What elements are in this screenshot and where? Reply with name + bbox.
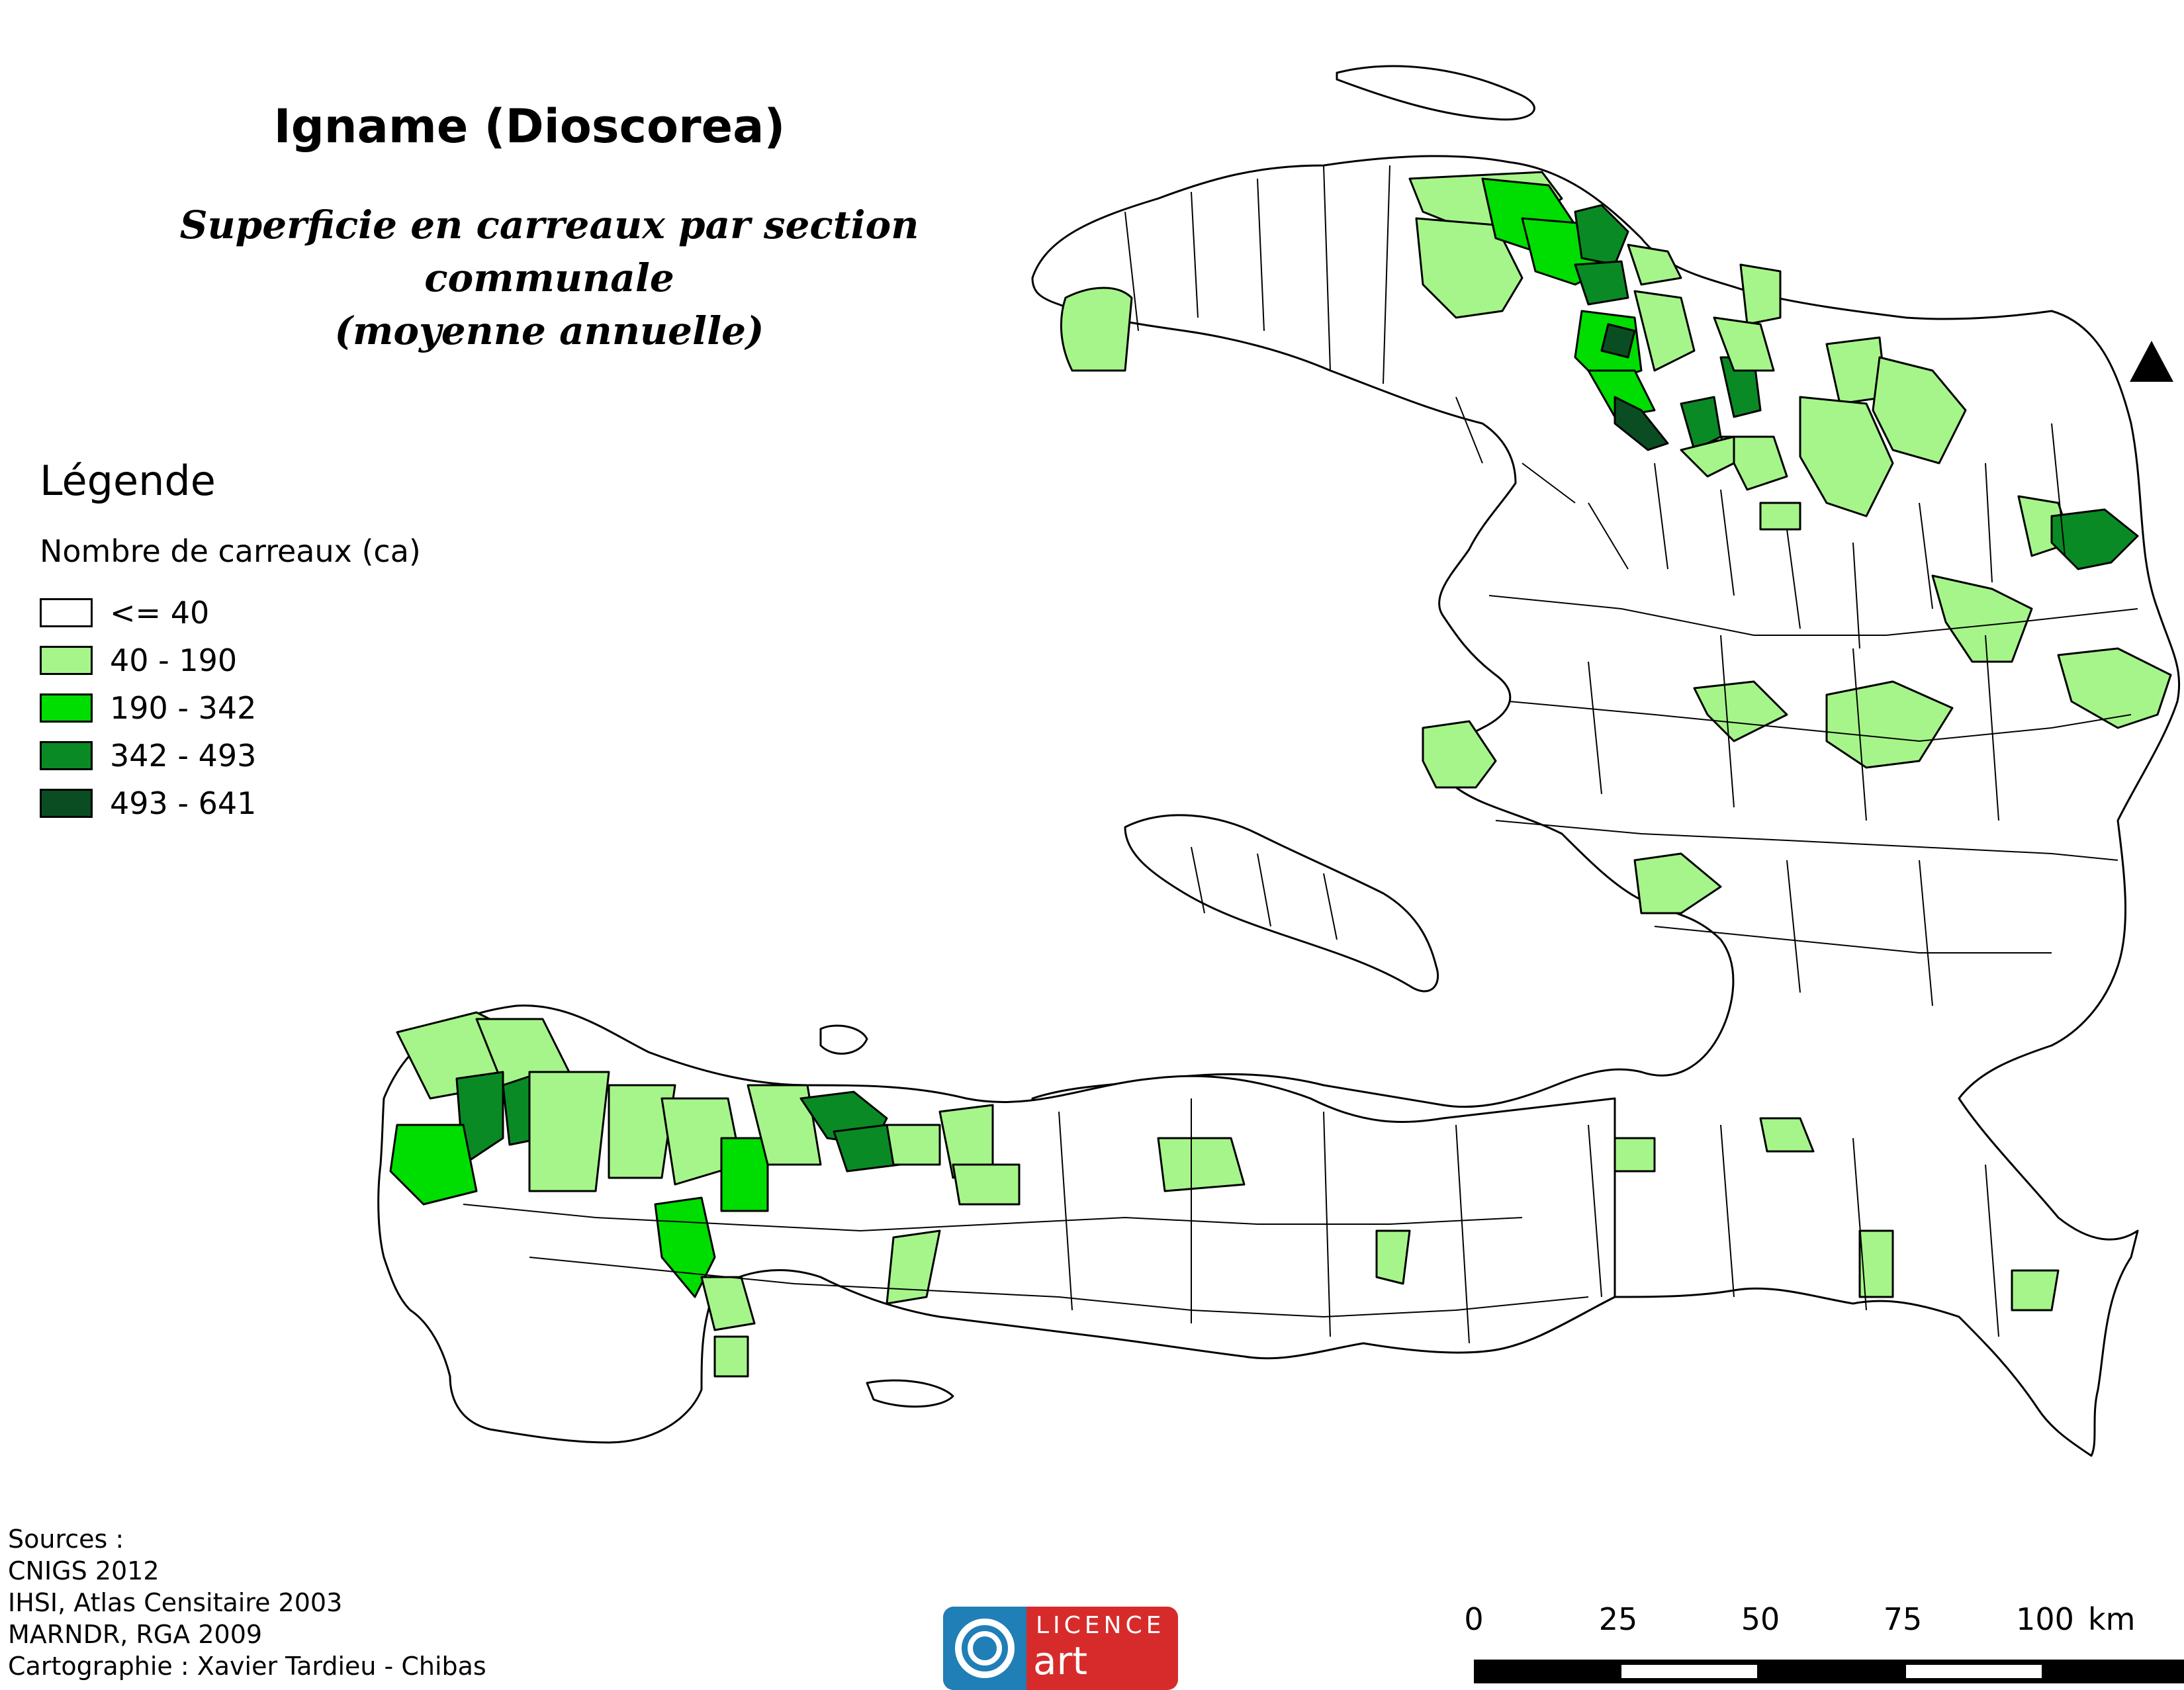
scale-segment: [1621, 1665, 1757, 1678]
legend-label: 190 - 342: [110, 690, 257, 726]
section-region: [2050, 508, 2139, 570]
section-region: [1587, 369, 1656, 418]
section-region: [1931, 574, 2033, 663]
sources-line: IHSI, Atlas Censitaire 2003: [8, 1588, 343, 1617]
section-region: [720, 1137, 769, 1212]
section-region: [886, 1229, 941, 1305]
section-region: [1633, 852, 1722, 914]
legend-label: <= 40: [110, 595, 210, 631]
legend-item: 190 - 342: [40, 684, 256, 732]
legend-label: 493 - 641: [110, 785, 257, 821]
scale-tick: 75: [1883, 1601, 1923, 1637]
legend-swatch: [40, 693, 93, 723]
licence-label: LICENCE: [1036, 1612, 1165, 1639]
licence-ring-icon: [943, 1607, 1026, 1690]
section-region: [1633, 290, 1696, 372]
legend-swatch: [40, 741, 93, 770]
scale-unit: km: [2088, 1601, 2136, 1637]
scale-tick: 50: [1741, 1601, 1780, 1637]
section-region: [952, 1163, 1021, 1206]
section-region: [1060, 287, 1133, 372]
section-region: [1799, 396, 1894, 517]
legend-swatch: [40, 646, 93, 675]
gonave-island: [1124, 814, 1439, 993]
north-arrow-icon: [2130, 341, 2173, 382]
vache-island: [866, 1379, 954, 1408]
legend-label: 342 - 493: [110, 738, 257, 774]
sources-line: Sources :: [8, 1525, 124, 1554]
section-region: [1759, 502, 1801, 531]
section-region: [2057, 647, 2172, 729]
legend-swatch: [40, 598, 93, 627]
legend-item: <= 40: [40, 589, 256, 637]
section-region: [1600, 323, 1636, 359]
subtitle-line-1: Superficie en carreaux par section commu…: [179, 202, 919, 300]
section-region: [389, 1124, 478, 1206]
legend-item: 493 - 641: [40, 779, 256, 827]
legend-swatch: [40, 789, 93, 818]
map-title: Igname (Dioscorea): [273, 99, 786, 154]
sources-block: Sources : CNIGS 2012 IHSI, Atlas Censita…: [8, 1523, 486, 1682]
section-region: [1614, 1137, 1656, 1173]
art-libre-label: art libre: [1033, 1638, 1117, 1690]
legend-title: Légende: [40, 457, 216, 505]
cayemites-island: [819, 1024, 868, 1055]
subtitle-line-2: (moyenne annuelle): [334, 308, 764, 353]
scale-bar-track: [1474, 1660, 2184, 1683]
licence-art-libre-logo: LICENCE art libre: [943, 1607, 1178, 1690]
legend-item: 40 - 190: [40, 637, 256, 684]
section-region: [1614, 396, 1669, 451]
section-region: [1375, 1229, 1411, 1285]
sources-line: CNIGS 2012: [8, 1556, 159, 1585]
section-region: [1422, 720, 1497, 789]
sources-line: MARNDR, RGA 2009: [8, 1620, 263, 1649]
legend-list: <= 40 40 - 190 190 - 342 342 - 493 493 -…: [40, 589, 256, 827]
section-region: [1858, 1229, 1894, 1298]
section-region: [1680, 435, 1735, 478]
sources-line: Cartographie : Xavier Tardieu - Chibas: [8, 1652, 486, 1681]
section-region: [1627, 244, 1682, 286]
legend-label: 40 - 190: [110, 643, 238, 678]
section-region: [608, 1084, 676, 1179]
section-boundaries: [463, 165, 2138, 1344]
section-region: [713, 1335, 749, 1378]
scale-tick: 25: [1598, 1601, 1638, 1637]
map-subtitle: Superficie en carreaux par section commu…: [53, 199, 1046, 357]
section-region: [700, 1276, 756, 1331]
section-region: [1574, 260, 1629, 306]
section-region: [1157, 1137, 1246, 1192]
section-region: [2011, 1269, 2060, 1312]
section-region: [1713, 316, 1775, 372]
scale-segment: [1906, 1665, 2042, 1678]
section-region: [1739, 263, 1782, 326]
section-region: [1825, 680, 1954, 769]
scale-tick: 100: [2016, 1601, 2074, 1637]
section-region: [1759, 1117, 1815, 1153]
section-region: [886, 1124, 941, 1166]
section-region: [528, 1071, 610, 1192]
legend-subtitle: Nombre de carreaux (ca): [40, 533, 421, 569]
section-region: [747, 1084, 822, 1166]
section-region: [1719, 435, 1788, 491]
scale-tick: 0: [1464, 1601, 1484, 1637]
tortuga-island: [1336, 65, 1535, 121]
section-region: [1872, 356, 1967, 465]
section-region: [1574, 204, 1629, 266]
legend-item: 342 - 493: [40, 732, 256, 779]
